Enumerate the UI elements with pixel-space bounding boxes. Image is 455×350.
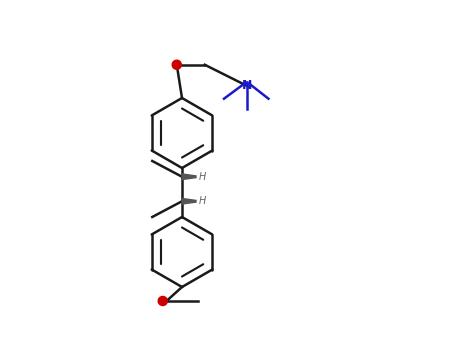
Text: H: H xyxy=(199,196,206,206)
Text: N: N xyxy=(242,79,252,92)
Text: H: H xyxy=(199,172,206,182)
Polygon shape xyxy=(182,174,196,180)
Polygon shape xyxy=(182,198,196,204)
Circle shape xyxy=(172,60,181,69)
Circle shape xyxy=(158,296,167,306)
